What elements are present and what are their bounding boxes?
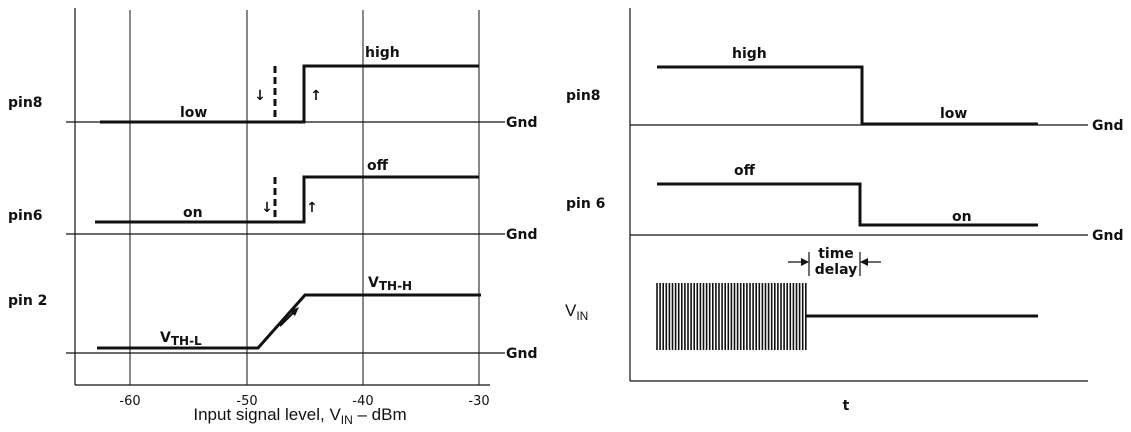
time-delay-arrowhead-icon bbox=[860, 258, 868, 266]
pin6-timing-trace bbox=[657, 182, 1038, 227]
x-tick-label: -40 bbox=[352, 394, 373, 409]
right-panel-pin6: Gnd pin 6 off on bbox=[566, 163, 1123, 244]
pin6-signal-trace bbox=[95, 175, 479, 224]
threshold-low-label: VTH-L bbox=[160, 330, 202, 348]
state-label-high: high bbox=[365, 45, 400, 61]
left-diagram: -60 -50 -40 -30 Input signal level, VIN … bbox=[8, 8, 537, 427]
state-label-on: on bbox=[183, 205, 203, 221]
time-axis-label: t bbox=[843, 398, 850, 414]
x-tick-label: -60 bbox=[119, 394, 140, 409]
right-panel-vin: VIN time delay bbox=[565, 246, 1038, 350]
state-label-high: high bbox=[732, 46, 767, 62]
time-delay-label-line2: delay bbox=[815, 262, 857, 278]
arrow-down-icon: ↓ bbox=[261, 200, 273, 216]
state-label-on: on bbox=[952, 209, 972, 225]
arrow-up-icon: ↑ bbox=[310, 88, 322, 104]
arrow-up-icon: ↑ bbox=[306, 200, 318, 216]
pin8-timing-trace bbox=[657, 65, 1038, 126]
pin8-signal-trace bbox=[100, 64, 479, 124]
pin-label: pin 6 bbox=[566, 196, 605, 212]
right-panel-pin8: Gnd pin8 high low bbox=[566, 46, 1123, 134]
ground-label: Gnd bbox=[506, 115, 537, 131]
input-signal-burst bbox=[656, 283, 807, 350]
pin2-signal-trace bbox=[97, 293, 481, 350]
state-label-off: off bbox=[734, 163, 756, 179]
time-delay-arrowhead-icon bbox=[801, 258, 809, 266]
state-label-low: low bbox=[180, 105, 207, 121]
x-axis-label: Input signal level, VIN – dBm bbox=[193, 405, 406, 427]
left-panel-pin8: Gnd pin8 low high ↓ ↑ bbox=[8, 45, 537, 131]
threshold-high-label: VTH-H bbox=[368, 275, 412, 293]
arrow-down-icon: ↓ bbox=[254, 88, 266, 104]
time-delay-label-line1: time bbox=[818, 246, 854, 262]
ground-label: Gnd bbox=[506, 346, 537, 362]
right-diagram: t Gnd pin8 high low Gnd pin 6 off on VIN bbox=[565, 8, 1123, 414]
ground-label: Gnd bbox=[506, 227, 537, 243]
vin-label: VIN bbox=[565, 301, 588, 323]
pin-label: pin6 bbox=[8, 208, 43, 224]
ground-label: Gnd bbox=[1092, 118, 1123, 134]
rising-arrow-head-icon bbox=[290, 307, 299, 316]
pin-label: pin8 bbox=[566, 88, 601, 104]
left-panel-pin2: Gnd pin 2 VTH-L VTH-H bbox=[8, 275, 537, 362]
x-tick-label: -30 bbox=[468, 394, 489, 409]
state-label-low: low bbox=[940, 106, 967, 122]
pin-label: pin 2 bbox=[8, 293, 47, 309]
ground-label: Gnd bbox=[1092, 228, 1123, 244]
x-tick-label: -50 bbox=[236, 394, 257, 409]
state-label-off: off bbox=[367, 158, 389, 174]
pin-label: pin8 bbox=[8, 95, 43, 111]
left-panel-pin6: Gnd pin6 on off ↓ ↑ bbox=[8, 158, 537, 243]
